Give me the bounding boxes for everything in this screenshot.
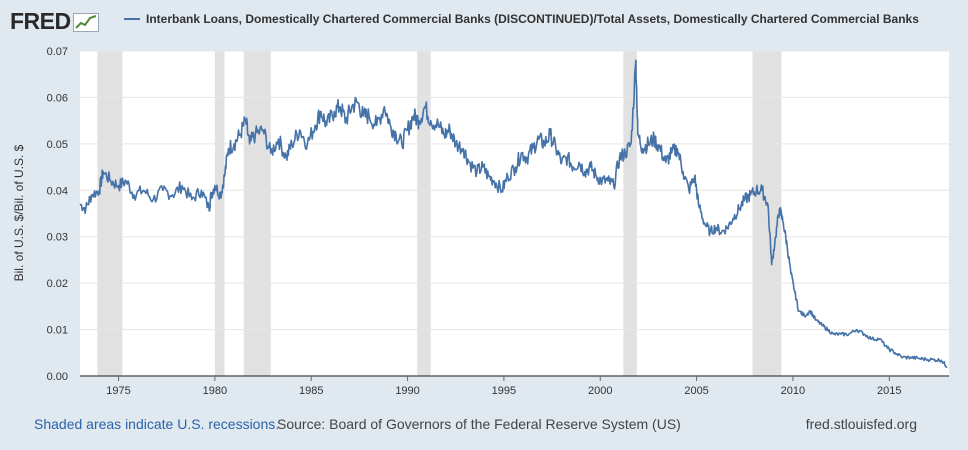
logo-text: FRED [10, 8, 71, 34]
line-chart: 0.00 0.01 0.02 0.03 0.04 0.05 0.06 0.07 1975 198… [12, 46, 949, 397]
x-tick-label: 2005 [684, 385, 708, 397]
recession-band [752, 51, 782, 376]
source-text: Source: Board of Governors of the Federa… [277, 416, 681, 432]
recession-note-link[interactable]: Shaded areas indicate U.S. recessions. [34, 416, 280, 432]
fred-logo[interactable]: FRED [10, 8, 99, 35]
series-line [79, 59, 948, 368]
x-tick-label: 1995 [492, 385, 516, 397]
y-axis-label: Bil. of U.S. $/Bil. of U.S. $ [12, 144, 26, 281]
y-tick-label: 0.02 [47, 278, 68, 290]
plot-background [80, 51, 949, 376]
x-tick-label: 2010 [781, 385, 805, 397]
y-tick-label: 0.05 [47, 139, 68, 151]
gridlines [80, 50, 949, 377]
site-url[interactable]: fred.stlouisfed.org [805, 416, 917, 432]
x-tick-label: 1985 [299, 385, 323, 397]
x-tick-label: 2015 [877, 385, 901, 397]
y-tick-label: 0.07 [47, 46, 68, 58]
chart-header: FRED Interbank Loans, Domestically Chart… [0, 0, 968, 40]
y-tick-label: 0.01 [47, 325, 68, 337]
legend: Interbank Loans, Domestically Chartered … [124, 12, 919, 26]
x-tick-label: 1975 [106, 385, 130, 397]
y-tick-label: 0.03 [47, 232, 68, 244]
legend-label: Interbank Loans, Domestically Chartered … [146, 12, 919, 26]
chart-footer: Shaded areas indicate U.S. recessions. S… [0, 416, 968, 436]
recession-shading [97, 51, 782, 376]
y-tick-label: 0.00 [47, 371, 68, 383]
x-tick-label: 1980 [203, 385, 227, 397]
x-axis-ticks: 1975 1980 1985 1990 1995 2000 2005 2010 2015 [106, 376, 902, 397]
y-tick-label: 0.04 [47, 185, 68, 197]
legend-swatch [124, 18, 140, 20]
y-tick-label: 0.06 [47, 92, 68, 104]
recession-band [97, 51, 123, 376]
y-axis-ticks: 0.00 0.01 0.02 0.03 0.04 0.05 0.06 0.07 [47, 46, 68, 383]
recession-band [417, 51, 431, 376]
x-tick-label: 1990 [395, 385, 419, 397]
trend-graph-icon [72, 12, 99, 32]
x-tick-label: 2000 [588, 385, 612, 397]
recession-band [623, 51, 637, 376]
recession-band [214, 51, 225, 376]
recession-band [243, 51, 271, 376]
